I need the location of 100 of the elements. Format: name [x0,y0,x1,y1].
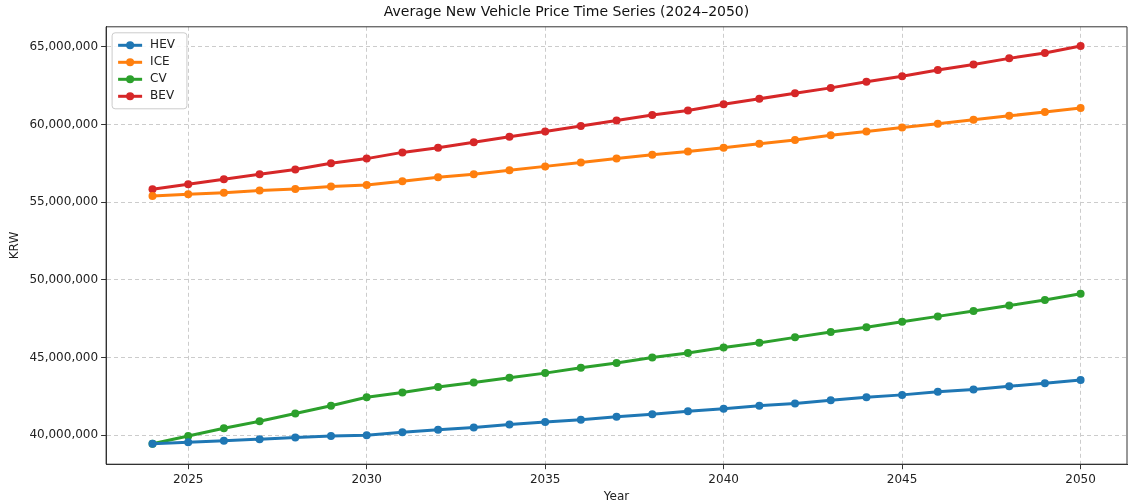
point [683,147,692,156]
point [576,158,585,167]
point [755,94,764,103]
point [933,119,942,128]
point [505,132,514,141]
point [969,385,978,394]
point [326,182,335,191]
point [1040,107,1049,116]
legend-label: HEV [150,37,176,52]
x-tick-label: 2025 [172,471,204,486]
point [1040,296,1049,305]
point [541,127,550,136]
point [791,89,800,98]
point [719,343,728,352]
point [719,100,728,109]
legend-label: BEV [150,88,175,103]
point [898,72,907,81]
point [362,154,371,163]
point [291,165,300,174]
point [434,383,443,392]
point [434,143,443,152]
point [326,159,335,168]
point [933,312,942,321]
point [898,123,907,132]
point [362,181,371,190]
point [933,387,942,396]
point [398,428,407,437]
point [398,177,407,186]
point [1040,48,1049,57]
point [219,436,228,445]
point [291,184,300,193]
point [255,170,264,179]
point [933,66,942,75]
point [969,306,978,315]
point [612,412,621,421]
point [219,424,228,433]
point [755,401,764,410]
point [255,417,264,426]
point [648,353,657,362]
point [398,388,407,397]
point [612,116,621,125]
x-tick-label: 2035 [529,471,561,486]
point [1076,104,1085,113]
point [826,396,835,405]
point [326,401,335,410]
point [469,423,478,432]
point [612,154,621,163]
chart-title: Average New Vehicle Price Time Series (2024–2050) [383,3,750,20]
point [898,317,907,326]
y-tick-label: 55,000,000 [29,194,99,209]
x-tick-label: 2045 [886,471,918,486]
point [1040,379,1049,388]
point [1076,289,1085,298]
x-axis-title: Year [602,488,630,503]
point [184,438,193,447]
point [576,121,585,130]
point [612,359,621,368]
point [326,432,335,441]
point [791,399,800,408]
point [826,131,835,140]
point [826,327,835,336]
point [434,425,443,434]
legend-label: CV [150,71,168,86]
point [291,433,300,442]
point [898,390,907,399]
point [148,185,157,194]
point [184,180,193,189]
point [219,188,228,197]
point [362,393,371,402]
point [576,415,585,424]
point [469,138,478,147]
point [1076,41,1085,50]
point [541,418,550,427]
point [469,378,478,387]
point [219,175,228,184]
point [505,420,514,429]
point [969,115,978,124]
y-axis-title: KRW [7,231,22,260]
point [719,143,728,152]
point [862,323,871,332]
point [505,373,514,382]
point [862,393,871,402]
point [791,333,800,342]
point [1005,301,1014,310]
point [505,166,514,175]
point [398,148,407,157]
point [541,162,550,171]
point [469,170,478,179]
point [826,83,835,92]
point [648,150,657,159]
point [291,409,300,418]
y-tick-label: 50,000,000 [29,271,99,286]
x-tick-label: 2040 [708,471,739,486]
y-tick-label: 40,000,000 [29,427,99,442]
y-tick-label: 60,000,000 [29,116,99,131]
point [791,135,800,144]
point [969,60,978,69]
point [683,407,692,416]
point [541,369,550,378]
point [362,431,371,440]
